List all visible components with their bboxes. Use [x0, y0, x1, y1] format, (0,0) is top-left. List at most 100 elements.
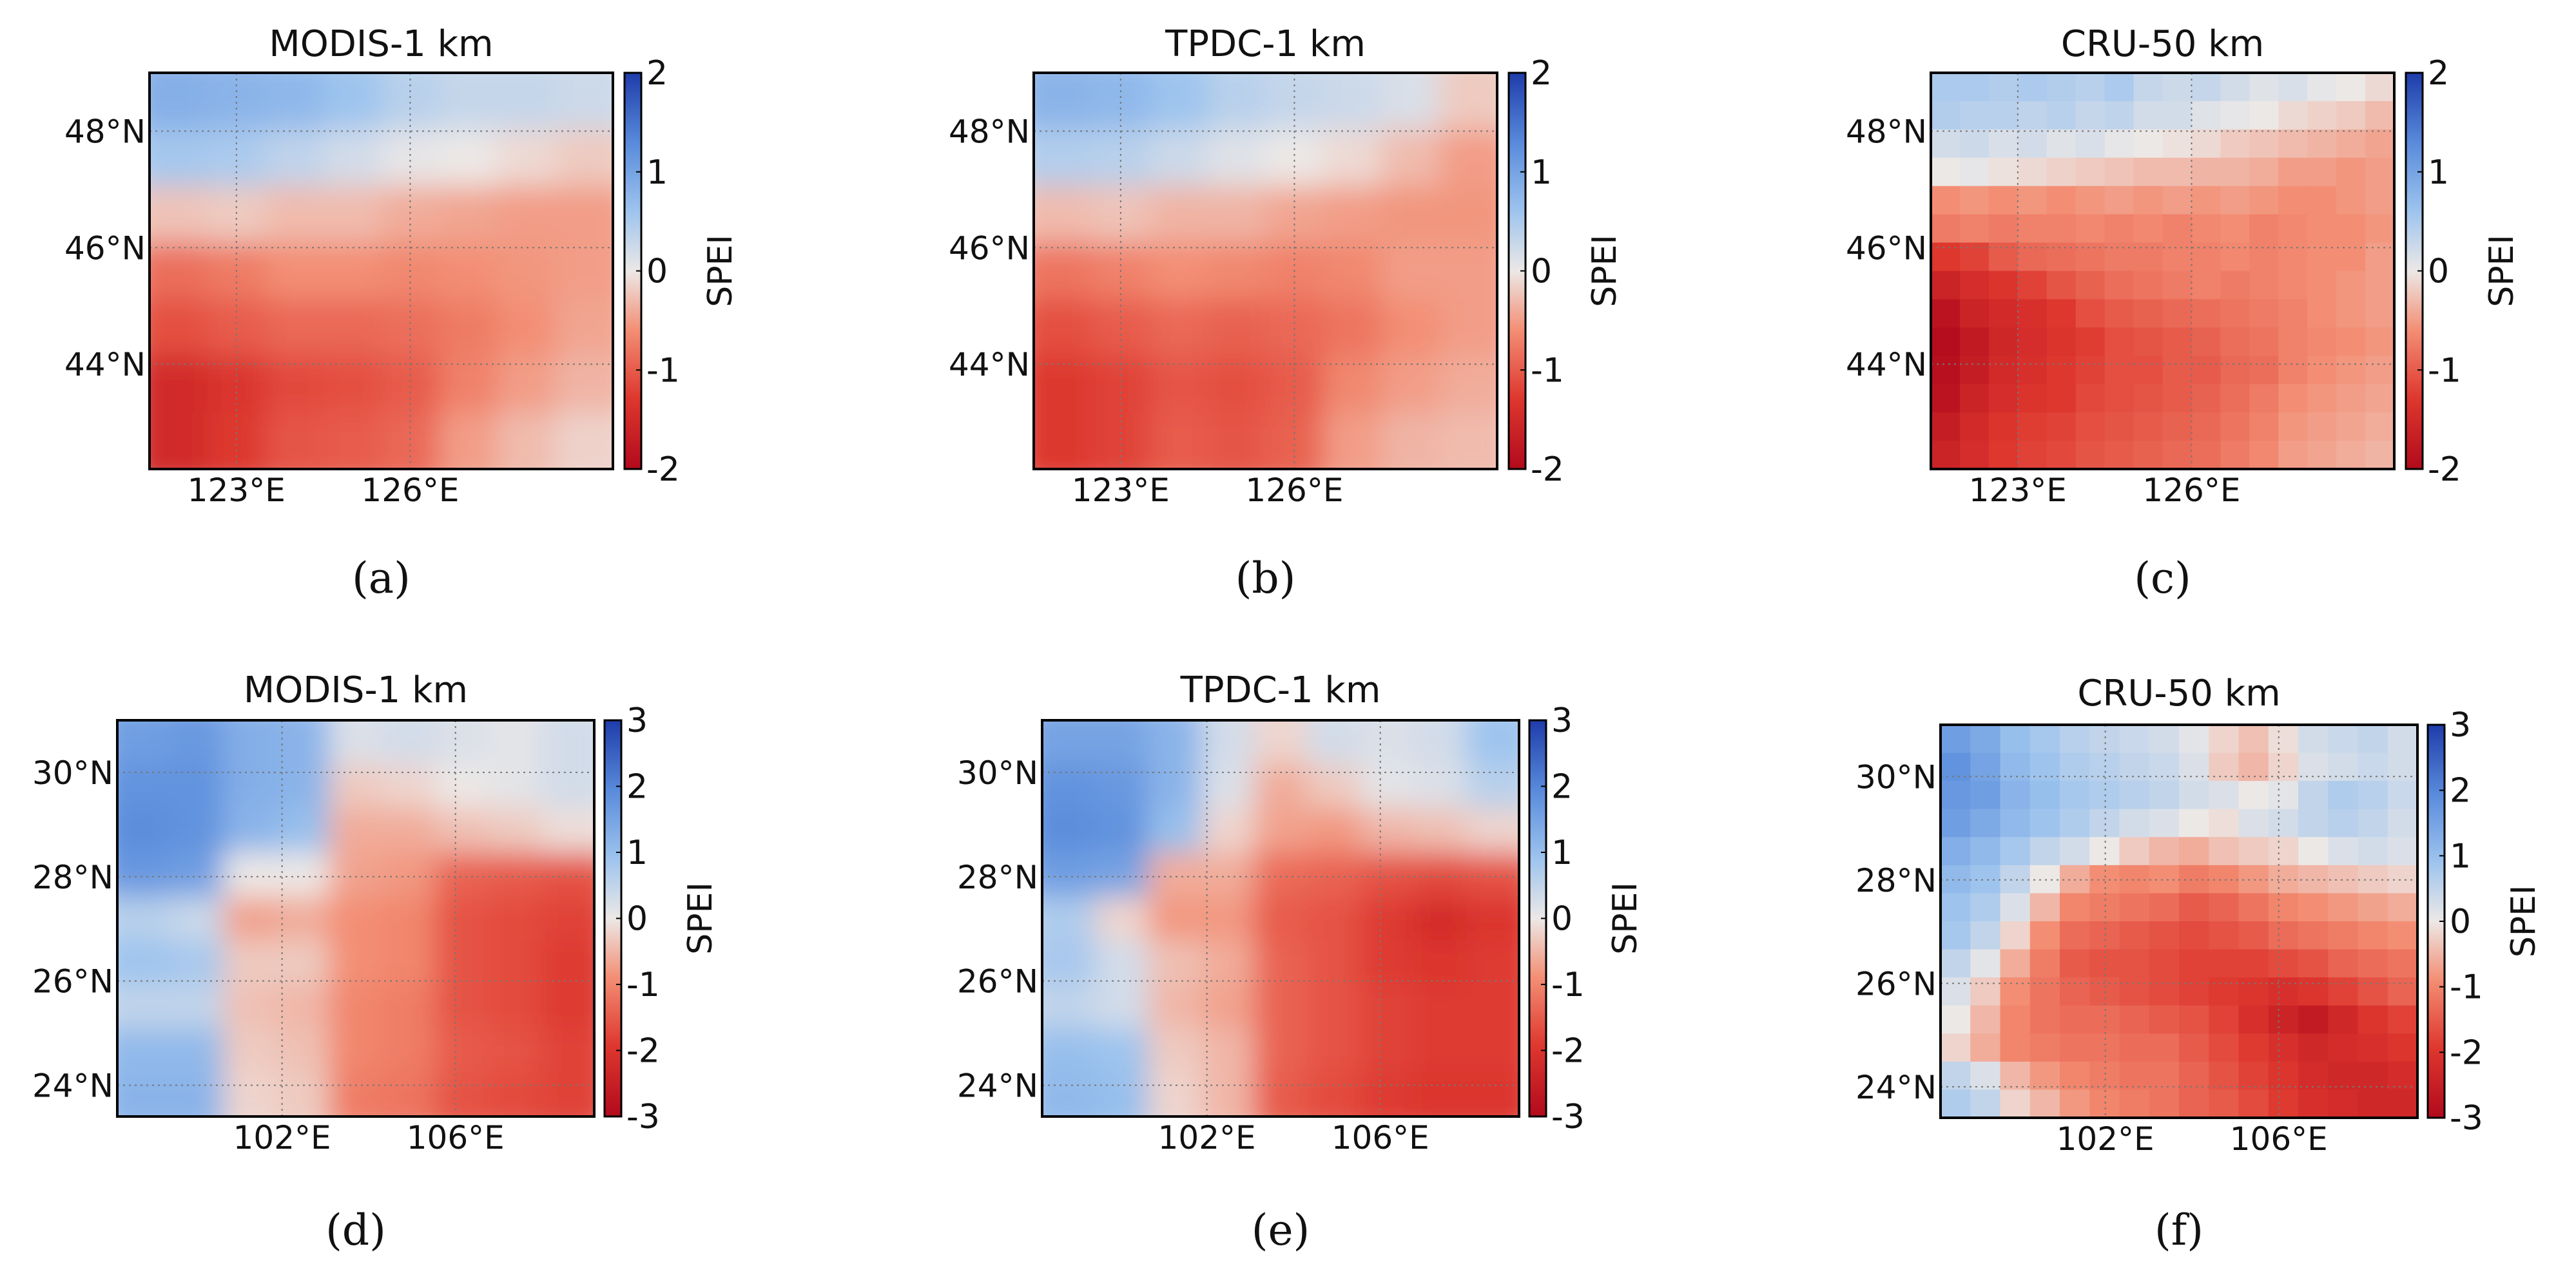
heatmap-cell [2149, 893, 2180, 922]
heatmap-cell [2336, 441, 2366, 469]
heatmap-cell [1323, 129, 1382, 187]
heatmap-cell [2328, 893, 2359, 922]
heatmap-cell [1413, 852, 1467, 897]
heatmap-cell [2365, 271, 2394, 300]
heatmap-cell [2249, 441, 2279, 469]
heatmap-cell [1959, 441, 1990, 469]
heatmap-cell [2133, 384, 2164, 413]
heatmap-cell [276, 940, 330, 985]
heatmap-cell [488, 808, 542, 853]
heatmap-cell [2365, 129, 2394, 158]
panel-title: TPDC-1 km [1165, 23, 1366, 65]
heatmap-cell [439, 129, 498, 187]
heatmap-cell [2179, 921, 2209, 950]
heatmap-cell [207, 186, 266, 244]
heatmap-cell [2307, 157, 2337, 187]
heatmap-cell [2336, 101, 2366, 130]
heatmap-cell [2075, 356, 2106, 385]
heatmap-cell [1931, 271, 1961, 300]
heatmap-cell [2328, 781, 2359, 810]
heatmap-cell [2060, 977, 2090, 1006]
heatmap-cell [1201, 896, 1255, 941]
heatmap-cell [170, 808, 224, 853]
heatmap-cell [2133, 214, 2164, 244]
heatmap-cell [2298, 893, 2329, 922]
heatmap-cell [2191, 299, 2221, 328]
heatmap-cell [329, 852, 383, 897]
heatmap-cell [1095, 940, 1149, 985]
heatmap-cell [2179, 865, 2209, 894]
colorbar-tick-label: -1 [2428, 351, 2461, 390]
heatmap-cell [2365, 214, 2394, 244]
heatmap-cell [2298, 1005, 2329, 1034]
heatmap-cell [1959, 157, 1990, 187]
heatmap-cell [2209, 977, 2240, 1006]
heatmap-cell [2119, 809, 2150, 838]
heatmap-cell [2191, 242, 2221, 272]
heatmap-cell [1360, 984, 1414, 1029]
heatmap-cell [2133, 242, 2164, 272]
heatmap-cell [1307, 1028, 1361, 1073]
heatmap-cell [1970, 1089, 2001, 1118]
heatmap-cell [2162, 327, 2193, 356]
y-tick-label: 24°N [957, 1067, 1038, 1104]
heatmap-cell [2017, 242, 2048, 272]
heatmap-cell [1988, 73, 2019, 102]
heatmap-cell [1148, 808, 1202, 853]
panel-caption: (d) [325, 1205, 386, 1255]
heatmap-cell [2104, 441, 2135, 469]
colorbar-tick-label: 2 [1551, 768, 1573, 807]
heatmap-cell [1323, 299, 1382, 356]
heatmap-cell [2328, 1033, 2359, 1062]
heatmap-cell [488, 720, 542, 765]
heatmap-cell [2358, 1033, 2388, 1062]
heatmap-cell [2089, 1033, 2120, 1062]
colorbar-tick-label: 3 [2450, 706, 2471, 745]
heatmap-cell [265, 299, 324, 356]
heatmap-cell [2119, 1061, 2150, 1091]
heatmap-cell [2075, 129, 2106, 158]
heatmap-cell [2104, 299, 2135, 328]
heatmap-cell [1466, 1028, 1519, 1073]
heatmap-cell [1148, 896, 1202, 941]
heatmap-cell [1323, 73, 1382, 130]
heatmap-cell [2162, 157, 2193, 187]
heatmap-cell [2119, 725, 2150, 754]
colorbar-tick-label: -3 [626, 1098, 660, 1136]
x-tick-label: 126°E [2142, 472, 2240, 509]
heatmap-cell [1148, 940, 1202, 985]
heatmap-cell [1254, 808, 1308, 853]
colorbar-tick-label: -2 [2450, 1033, 2483, 1072]
heatmap-cell [2387, 837, 2417, 866]
heatmap-cell [1931, 327, 1961, 356]
heatmap-cell [2220, 101, 2250, 130]
heatmap-cell [276, 808, 330, 853]
heatmap-cell [2162, 186, 2193, 215]
heatmap-cell [2000, 1033, 2031, 1062]
heatmap-cell [2029, 949, 2060, 978]
heatmap-cell [2179, 893, 2209, 922]
heatmap-cell [2358, 865, 2388, 894]
heatmap-cell [1931, 412, 1961, 441]
heatmap-cell [2075, 271, 2106, 300]
x-tick-label: 126°E [1245, 472, 1343, 509]
heatmap-cell [1307, 852, 1361, 897]
heatmap-cell [117, 808, 171, 853]
heatmap-cell [2179, 781, 2209, 810]
heatmap-cell [2220, 271, 2250, 300]
heatmap-cell [323, 73, 382, 130]
heatmap-cell [2387, 977, 2417, 1006]
heatmap-cell [2278, 356, 2308, 385]
heatmap-cell [2307, 271, 2337, 300]
heatmap-cell [555, 242, 613, 300]
heatmap-cell [1091, 186, 1150, 244]
heatmap-cell [2000, 837, 2031, 866]
plot-frame [1930, 72, 2396, 470]
heatmap-cell [1095, 808, 1149, 853]
heatmap-cell [2358, 725, 2388, 754]
heatmap-cell [2162, 384, 2193, 413]
heatmap-cell [2017, 214, 2048, 244]
heatmap-cell [223, 852, 277, 897]
heatmap-cell [2238, 949, 2269, 978]
heatmap-cell [2238, 1089, 2269, 1118]
